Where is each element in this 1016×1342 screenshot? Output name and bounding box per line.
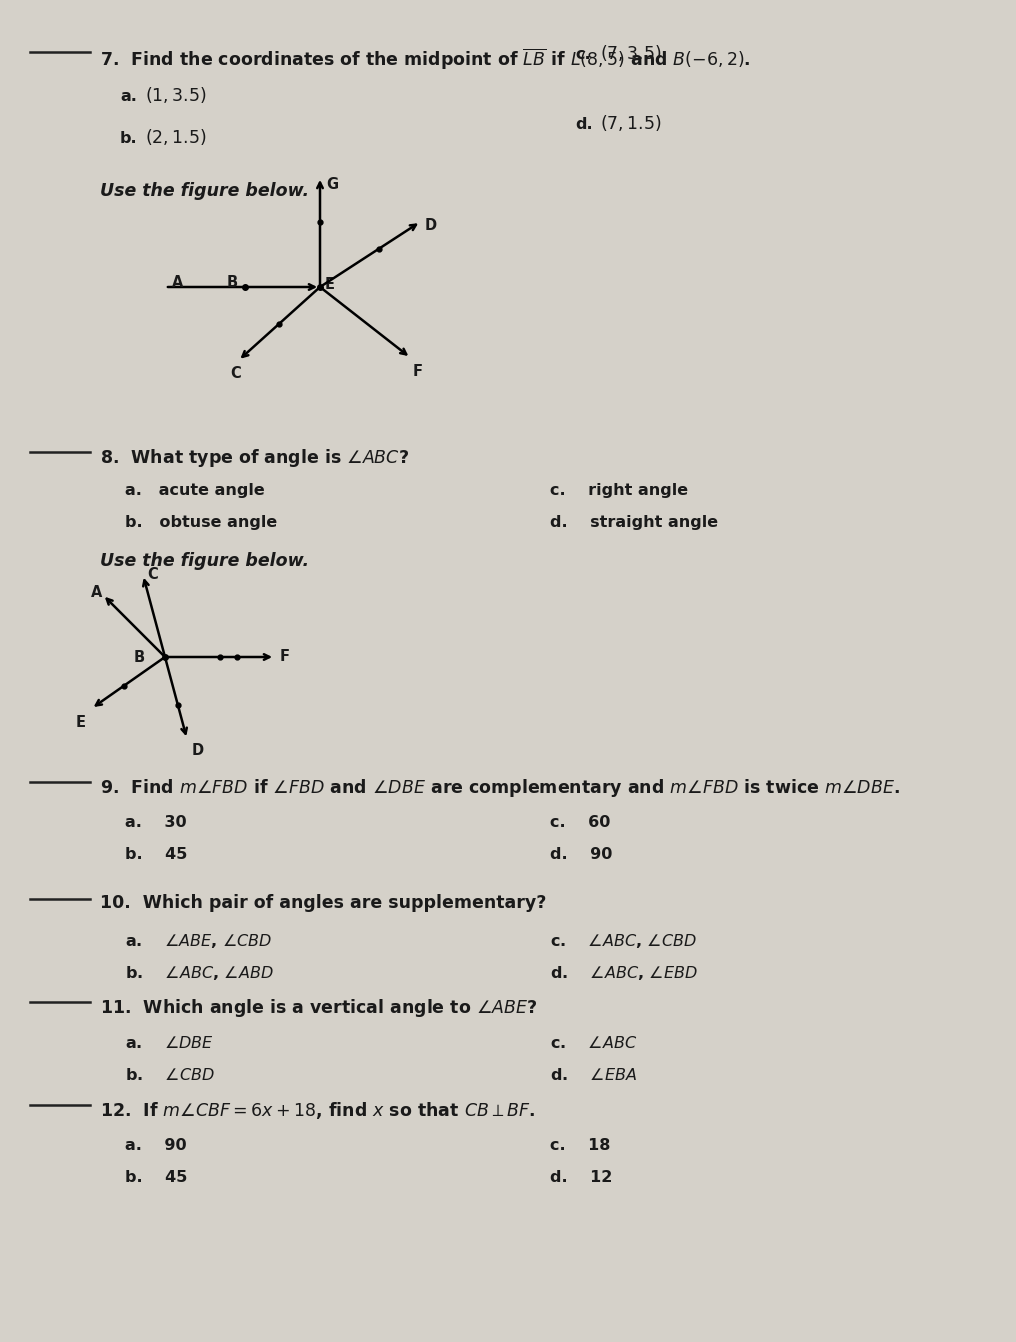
Text: a.    $\angle ABE$, $\angle CBD$: a. $\angle ABE$, $\angle CBD$ bbox=[125, 931, 272, 950]
Text: d.    $\angle EBA$: d. $\angle EBA$ bbox=[550, 1067, 637, 1083]
Text: $\left(1, 3.5\right)$: $\left(1, 3.5\right)$ bbox=[145, 85, 206, 105]
Text: a.: a. bbox=[120, 89, 137, 103]
Text: D: D bbox=[425, 217, 437, 232]
Text: E: E bbox=[325, 276, 335, 293]
Text: 9.  Find $m\angle FBD$ if $\angle FBD$ and $\angle DBE$ are complementary and $m: 9. Find $m\angle FBD$ if $\angle FBD$ an… bbox=[100, 777, 900, 798]
Text: F: F bbox=[412, 364, 423, 378]
Text: b.    45: b. 45 bbox=[125, 1170, 187, 1185]
Text: b.   obtuse angle: b. obtuse angle bbox=[125, 515, 277, 530]
Text: G: G bbox=[326, 177, 338, 192]
Text: F: F bbox=[280, 650, 290, 664]
Text: d.    $\angle ABC$, $\angle EBD$: d. $\angle ABC$, $\angle EBD$ bbox=[550, 964, 698, 982]
Text: 8.  What type of angle is $\angle ABC$?: 8. What type of angle is $\angle ABC$? bbox=[100, 447, 409, 468]
Text: a.   acute angle: a. acute angle bbox=[125, 483, 265, 498]
Text: c.: c. bbox=[575, 47, 590, 62]
Text: Use the figure below.: Use the figure below. bbox=[100, 183, 309, 200]
Text: d.: d. bbox=[575, 117, 592, 132]
Text: 12.  If $m\angle CBF = 6x + 18$, find $x$ so that $CB \perp BF$.: 12. If $m\angle CBF = 6x + 18$, find $x$… bbox=[100, 1100, 535, 1121]
Text: c.    18: c. 18 bbox=[550, 1138, 611, 1153]
Text: D: D bbox=[192, 743, 204, 758]
Text: B: B bbox=[134, 650, 145, 664]
Text: d.    90: d. 90 bbox=[550, 847, 613, 862]
Text: $\left(7, 3.5\right)$: $\left(7, 3.5\right)$ bbox=[600, 43, 661, 63]
Text: E: E bbox=[75, 715, 85, 730]
Text: B: B bbox=[227, 275, 238, 290]
Text: d.    straight angle: d. straight angle bbox=[550, 515, 718, 530]
Text: b.    $\angle CBD$: b. $\angle CBD$ bbox=[125, 1067, 214, 1083]
Text: c.    $\angle ABC$: c. $\angle ABC$ bbox=[550, 1035, 637, 1051]
Text: C: C bbox=[231, 365, 241, 381]
Text: d.    12: d. 12 bbox=[550, 1170, 613, 1185]
Text: a.    90: a. 90 bbox=[125, 1138, 187, 1153]
Text: c.    $\angle ABC$, $\angle CBD$: c. $\angle ABC$, $\angle CBD$ bbox=[550, 931, 697, 950]
Text: b.    $\angle ABC$, $\angle ABD$: b. $\angle ABC$, $\angle ABD$ bbox=[125, 964, 273, 982]
Text: b.: b. bbox=[120, 132, 137, 146]
Text: A: A bbox=[172, 275, 183, 290]
Text: 7.  Find the coordinates of the midpoint of $\overline{LB}$ if $L(8, 5)$ and $B(: 7. Find the coordinates of the midpoint … bbox=[100, 47, 751, 72]
Text: 10.  Which pair of angles are supplementary?: 10. Which pair of angles are supplementa… bbox=[100, 894, 547, 913]
Text: A: A bbox=[91, 585, 103, 600]
Text: c.    60: c. 60 bbox=[550, 815, 611, 829]
Text: 11.  Which angle is a vertical angle to $\angle ABE$?: 11. Which angle is a vertical angle to $… bbox=[100, 997, 537, 1019]
Text: Use the figure below.: Use the figure below. bbox=[100, 552, 309, 570]
Text: $\left(2, 1.5\right)$: $\left(2, 1.5\right)$ bbox=[145, 127, 206, 148]
Text: c.    right angle: c. right angle bbox=[550, 483, 688, 498]
Text: C: C bbox=[147, 566, 157, 582]
Text: a.    30: a. 30 bbox=[125, 815, 187, 829]
Text: b.    45: b. 45 bbox=[125, 847, 187, 862]
Text: $\left(7, 1.5\right)$: $\left(7, 1.5\right)$ bbox=[600, 113, 661, 133]
Text: a.    $\angle DBE$: a. $\angle DBE$ bbox=[125, 1035, 214, 1051]
